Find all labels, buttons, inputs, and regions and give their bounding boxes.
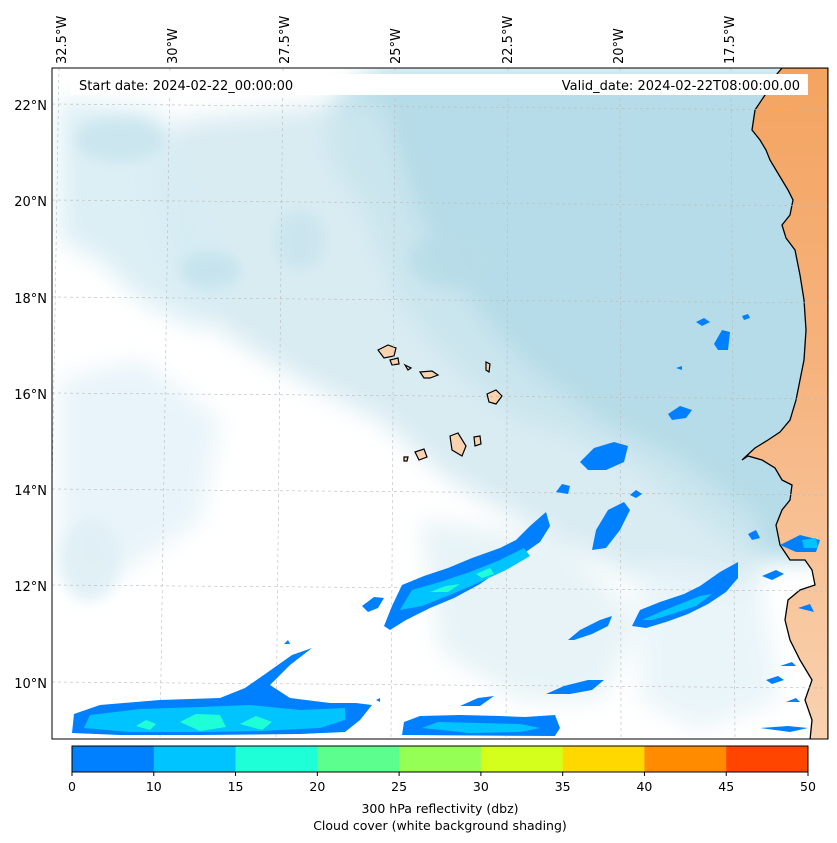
reflectivity-band-south-central-mid: [422, 722, 540, 733]
lat-label-20n: 20°N: [14, 195, 47, 210]
lon-label-20w: 20°W: [612, 28, 627, 64]
longitude-labels: 32.5°W 30°W 27.5°W 25°W 22.5°W 20°W 17.5…: [55, 16, 738, 64]
colorbar-frame: [71, 745, 809, 773]
colorbar-swatch: [562, 746, 645, 772]
reflectivity-core-2: [240, 716, 272, 730]
colorbar-title: 300 hPa reflectivity (dbz): [361, 801, 518, 816]
colorbar-tick-label: 35: [555, 779, 571, 794]
colorbar-swatch: [480, 746, 564, 772]
colorbar-tick-label: 15: [228, 779, 244, 794]
lat-label-10n: 10°N: [14, 677, 47, 692]
colorbar-swatch: [726, 746, 809, 772]
start-date-label: Start date: 2024-02-22_00:00:00: [79, 79, 293, 94]
lon-label-27-5w: 27.5°W: [278, 16, 293, 64]
colorbar-swatch: [153, 746, 237, 772]
reflectivity-core-1: [180, 714, 226, 731]
colorbar-swatch: [235, 746, 318, 772]
colorbar-tick-label: 0: [68, 779, 76, 794]
lon-label-22-5w: 22.5°W: [501, 16, 516, 64]
colorbar-tick-label: 20: [309, 779, 325, 794]
colorbar-subtitle: Cloud cover (white background shading): [313, 818, 567, 833]
reflectivity-band-east: [632, 562, 738, 628]
header-strip: [70, 74, 808, 95]
reflectivity-core-3: [136, 720, 156, 730]
africa-coast-land: [741, 68, 828, 739]
cape-verde-islands: [377, 344, 503, 462]
latitude-labels: 22°N 20°N 18°N 16°N 14°N 12°N 10°N: [14, 99, 47, 692]
colorbar-swatch: [72, 746, 155, 772]
colorbar-swatch: [399, 746, 482, 772]
lat-label-22n: 22°N: [14, 99, 47, 114]
map-area: Start date: 2024-02-22_00:00:00 Valid_da…: [52, 68, 828, 739]
colorbar-tick-label: 50: [800, 779, 816, 794]
lat-label-16n: 16°N: [14, 388, 47, 403]
lat-label-14n: 14°N: [14, 484, 47, 499]
map-frame: [51, 67, 829, 740]
lat-label-18n: 18°N: [14, 292, 47, 307]
lon-label-32-5w: 32.5°W: [55, 16, 70, 64]
lat-label-12n: 12°N: [14, 580, 47, 595]
reflectivity-cell-northeast-1: [580, 442, 628, 470]
colorbar-tick-label: 10: [146, 779, 162, 794]
cloud-cover-shading: [60, 68, 828, 730]
valid-date-label: Valid_date: 2024-02-22T08:00:00.00: [562, 79, 800, 94]
colorbar-tick-label: 25: [391, 779, 407, 794]
reflectivity-band-central-mid: [400, 548, 530, 610]
colorbar-swatch: [644, 746, 727, 772]
reflectivity-overlay: [72, 314, 820, 736]
colorbar-tick-label: 40: [636, 779, 652, 794]
colorbar: 0 10 15 20 25 30 35 40 45 50 300 hPa reflectivity…: [68, 745, 816, 833]
colorbar-swatch: [317, 746, 400, 772]
lon-label-17-5w: 17.5°W: [723, 16, 738, 64]
colorbar-tick-label: 45: [718, 779, 734, 794]
lon-label-30w: 30°W: [166, 28, 181, 64]
lon-label-25w: 25°W: [389, 28, 404, 64]
colorbar-tick-label: 30: [473, 779, 489, 794]
